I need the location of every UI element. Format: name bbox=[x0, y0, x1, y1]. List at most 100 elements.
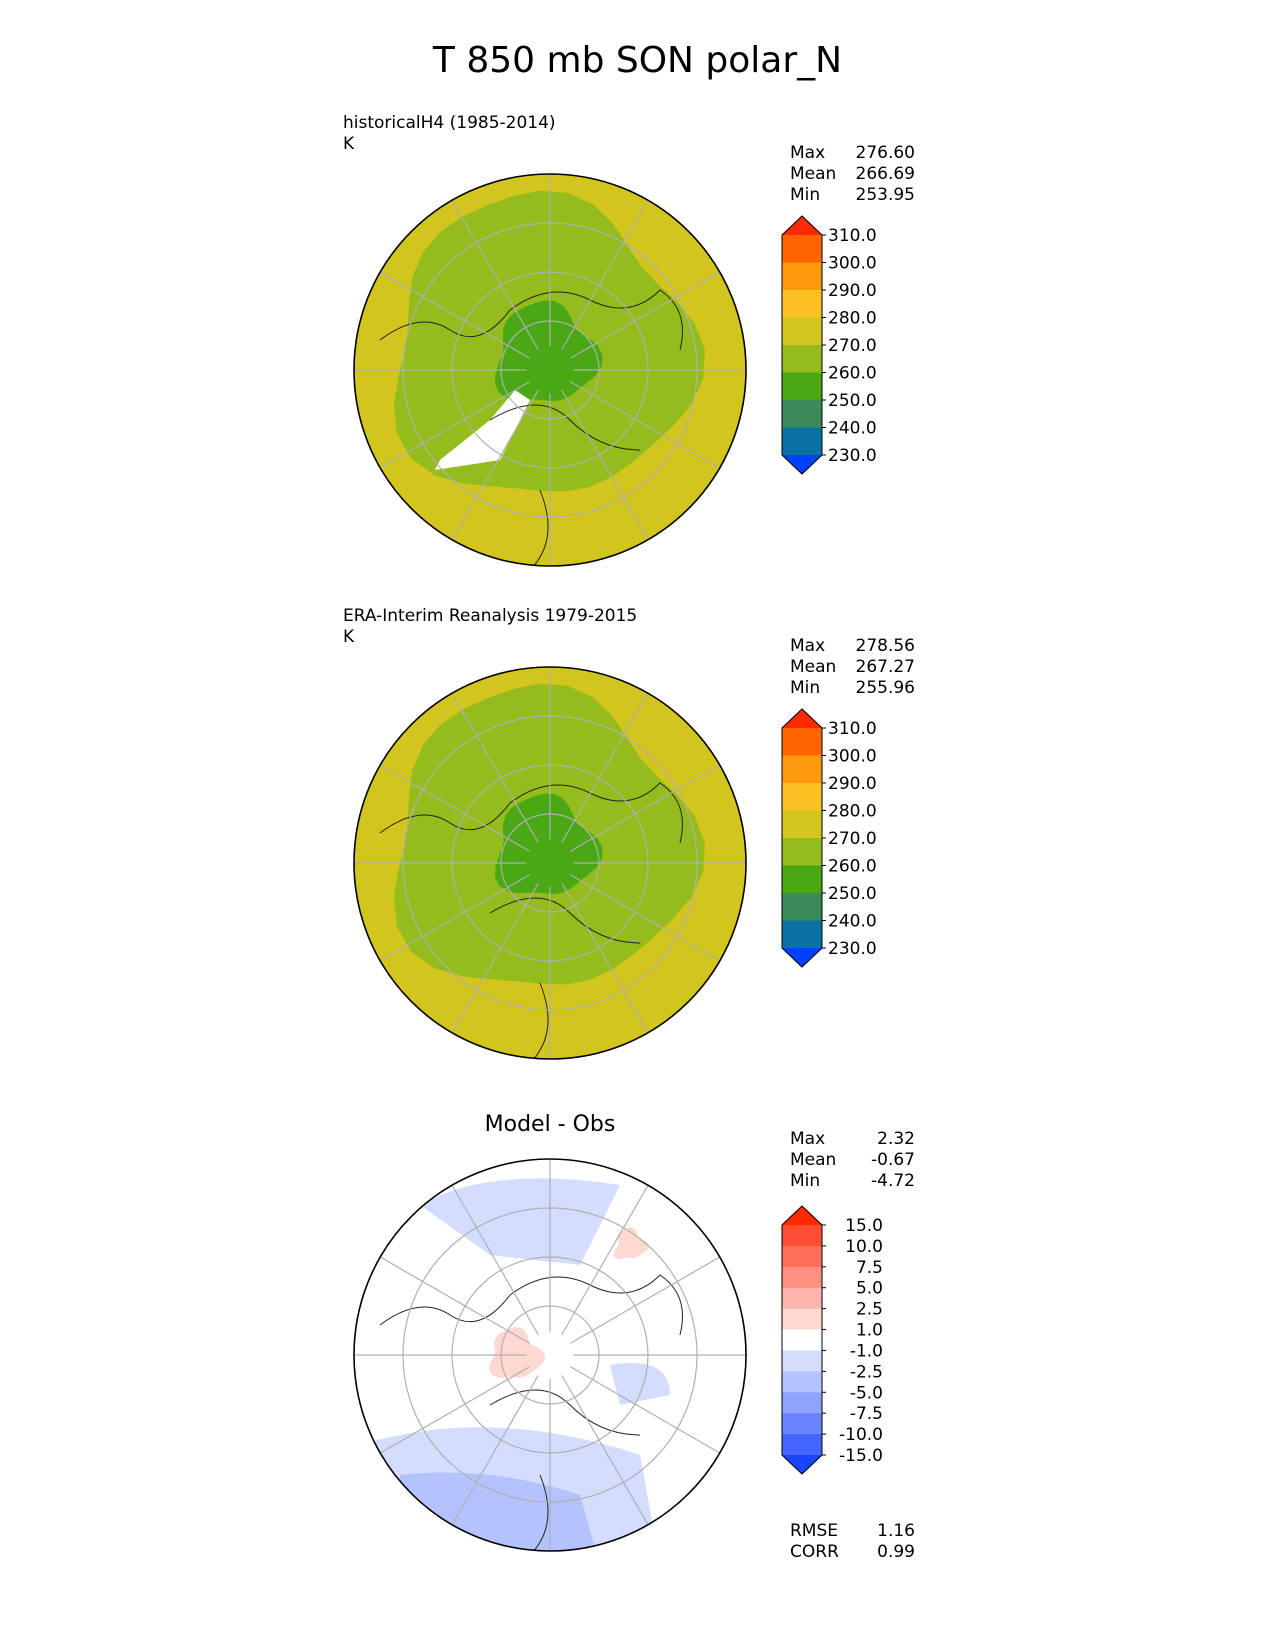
stat-min: Min 253.95 bbox=[790, 185, 915, 205]
coastline bbox=[379, 782, 683, 1059]
region-cool-east bbox=[610, 1363, 670, 1405]
meridian-line bbox=[379, 1256, 530, 1344]
colorbar-tick-label: -10.0 bbox=[839, 1425, 883, 1445]
colorbar-tick-label: 260.0 bbox=[828, 364, 877, 384]
meridian-line bbox=[561, 692, 649, 843]
region-250-260 bbox=[495, 793, 603, 895]
colorbar-segment bbox=[782, 728, 822, 756]
colorbar-tick-label: 15.0 bbox=[845, 1216, 883, 1236]
colorbar-segment bbox=[782, 427, 822, 456]
colorbar-tick-label: 240.0 bbox=[828, 419, 877, 439]
panel-2-units: K bbox=[343, 627, 355, 647]
meridian-line bbox=[379, 381, 530, 469]
colorbar-extend-bottom bbox=[782, 1455, 822, 1474]
meridian-line bbox=[451, 692, 539, 843]
meridian-line bbox=[451, 1184, 539, 1335]
meridian-line bbox=[570, 874, 721, 962]
meridian-line bbox=[379, 764, 530, 852]
map-boundary bbox=[353, 173, 747, 567]
stat-min: Min -4.72 bbox=[790, 1171, 915, 1191]
colorbar-segment bbox=[782, 345, 822, 373]
colorbar-segment bbox=[782, 920, 822, 949]
meridian-line bbox=[451, 390, 539, 541]
coastline bbox=[379, 289, 683, 566]
panel-1-colorbar: 310.0 300.0 290.0 280.0 270.0 260.0 250.0 240.0… bbox=[781, 215, 877, 475]
region-cool-north bbox=[420, 1178, 620, 1265]
panel-2-title: ERA-Interim Reanalysis 1979-2015 bbox=[343, 606, 638, 626]
meridian-line bbox=[451, 199, 539, 350]
meridian-line bbox=[451, 1375, 539, 1526]
colorbar-tick-label: 270.0 bbox=[828, 336, 877, 356]
colorbar-segment bbox=[782, 1287, 822, 1310]
coastline bbox=[379, 1274, 683, 1551]
panel-1-stats: Max 276.60 Mean 266.69 Min 253.95 bbox=[790, 143, 915, 206]
stat-max: Max 2.32 bbox=[790, 1129, 915, 1149]
colorbar-tick-label: 280.0 bbox=[828, 802, 877, 822]
meridian-line bbox=[570, 271, 721, 359]
colorbar-segment bbox=[782, 1350, 822, 1372]
colorbar-tick-label: 310.0 bbox=[828, 719, 877, 739]
colorbar-segment bbox=[782, 755, 822, 784]
panel-1-polar-map bbox=[353, 173, 747, 567]
colorbar-segment bbox=[782, 1245, 822, 1268]
colorbar-tick-label: 1.0 bbox=[856, 1321, 883, 1341]
panel-3-metrics: RMSE 1.16 CORR 0.99 bbox=[790, 1521, 915, 1563]
meridian-line bbox=[561, 390, 649, 541]
metric-rmse: RMSE 1.16 bbox=[790, 1521, 915, 1541]
colorbar-tick-label: 310.0 bbox=[828, 226, 877, 246]
meridian-line bbox=[561, 199, 649, 350]
colorbar-segment bbox=[782, 810, 822, 839]
colorbar-segment bbox=[782, 1392, 822, 1414]
colorbar-tick-label: 230.0 bbox=[828, 939, 877, 959]
colorbar-segment bbox=[782, 865, 822, 894]
greenland-mask bbox=[435, 390, 530, 470]
colorbar-tick-label: 7.5 bbox=[856, 1258, 883, 1278]
stat-mean: Mean -0.67 bbox=[790, 1150, 915, 1170]
panel-3-colorbar: 15.010.07.55.02.51.0-1.0-2.5-5.0-7.5-10.… bbox=[781, 1205, 883, 1475]
colorbar-segment bbox=[782, 235, 822, 263]
stat-max: Max 276.60 bbox=[790, 143, 915, 163]
colorbar-tick-label: 290.0 bbox=[828, 774, 877, 794]
colorbar-tick-label: 240.0 bbox=[828, 912, 877, 932]
panel-3-stats: Max 2.32 Mean -0.67 Min -4.72 bbox=[790, 1129, 915, 1192]
meridian-line bbox=[379, 1366, 530, 1454]
map-field bbox=[354, 1159, 746, 1551]
colorbar-segment bbox=[782, 400, 822, 428]
panel-3-polar-map bbox=[353, 1158, 747, 1552]
colorbar-tick-label: 2.5 bbox=[856, 1300, 883, 1320]
meridian-line bbox=[561, 1184, 649, 1335]
colorbar-segment bbox=[782, 1329, 822, 1351]
panel-1-title: historicalH4 (1985-2014) bbox=[343, 113, 556, 133]
colorbar-segment bbox=[782, 290, 822, 318]
colorbar-extend-bottom bbox=[782, 948, 822, 967]
meridian-line bbox=[379, 874, 530, 962]
stat-min: Min 255.96 bbox=[790, 678, 915, 698]
colorbar-extend-bottom bbox=[782, 455, 822, 474]
map-field bbox=[354, 667, 746, 1059]
colorbar-segment bbox=[782, 783, 822, 811]
stat-mean: Mean 267.27 bbox=[790, 657, 915, 677]
colorbar-tick-label: 250.0 bbox=[828, 884, 877, 904]
region-warm-ne bbox=[613, 1227, 649, 1260]
meridian-line bbox=[570, 1256, 721, 1344]
colorbar-segment bbox=[782, 372, 822, 401]
panel-1-units: K bbox=[343, 134, 355, 154]
colorbar-segment bbox=[782, 1308, 822, 1331]
stat-mean: Mean 266.69 bbox=[790, 164, 915, 184]
meridian-line bbox=[561, 1375, 649, 1526]
colorbar-tick-label: 270.0 bbox=[828, 829, 877, 849]
colorbar-segment bbox=[782, 317, 822, 346]
colorbar-tick-label: 260.0 bbox=[828, 857, 877, 877]
panel-3-title: Model - Obs bbox=[484, 1112, 616, 1137]
meridian-line bbox=[451, 883, 539, 1034]
map-boundary bbox=[353, 666, 747, 1060]
colorbar-tick-label: -15.0 bbox=[839, 1446, 883, 1466]
meridian-line bbox=[379, 271, 530, 359]
colorbar-tick-label: -7.5 bbox=[850, 1404, 883, 1424]
colorbar-tick-label: 250.0 bbox=[828, 391, 877, 411]
meridian-line bbox=[570, 1366, 721, 1454]
colorbar-tick-label: 300.0 bbox=[828, 254, 877, 274]
colorbar-tick-label: 300.0 bbox=[828, 747, 877, 767]
colorbar-segment bbox=[782, 893, 822, 921]
map-field bbox=[354, 174, 746, 566]
